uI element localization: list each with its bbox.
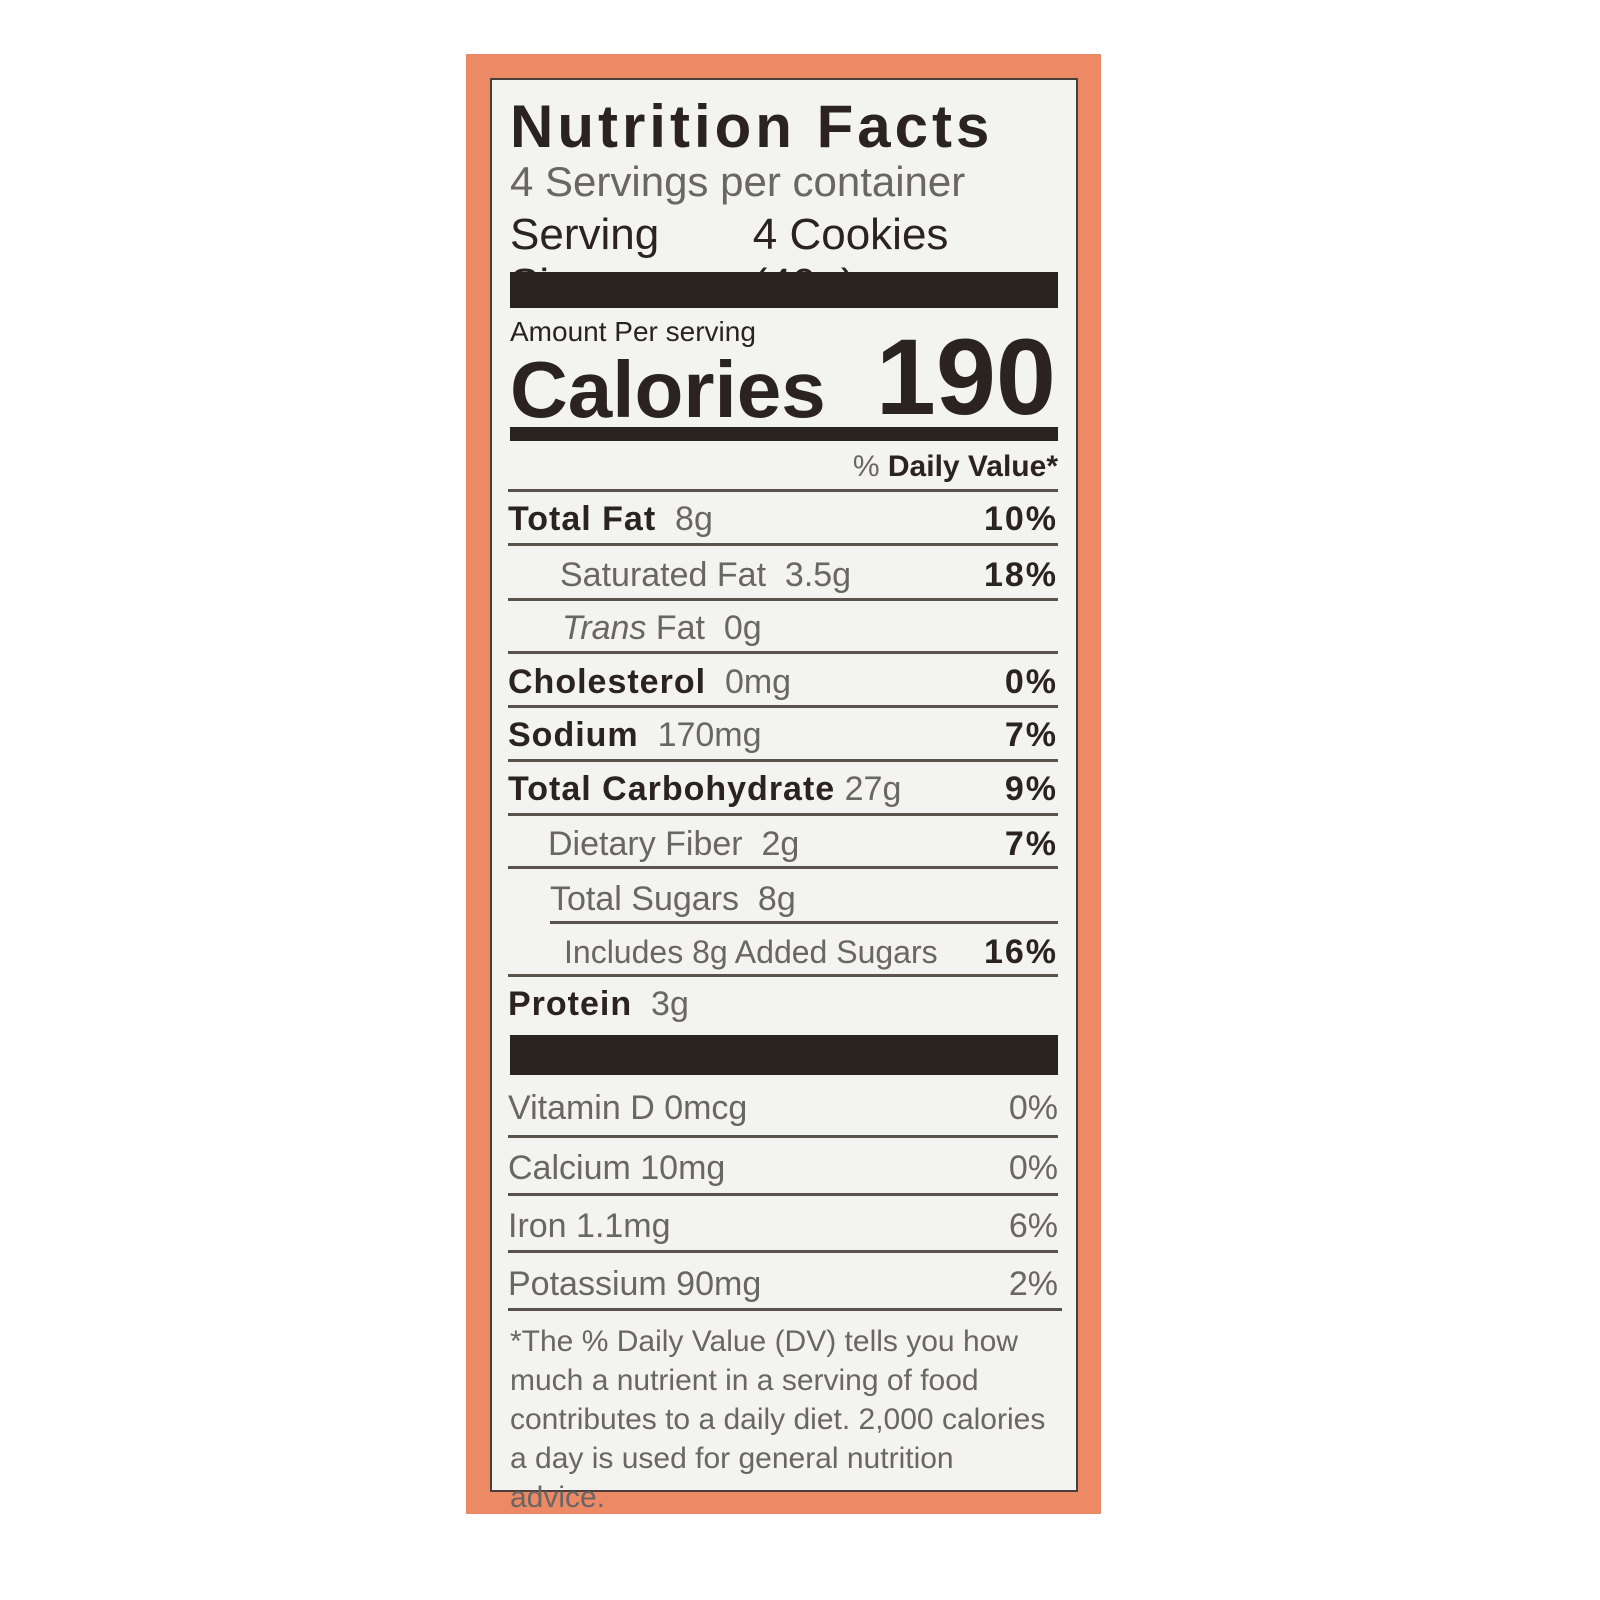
calories-label: Calories bbox=[510, 345, 826, 434]
vitamin-row-potassium: Potassium 90mg 2% bbox=[508, 1264, 1058, 1304]
vitamin-dv: 2% bbox=[1008, 1264, 1058, 1303]
nutrient-dv: 7% bbox=[1004, 824, 1058, 863]
divider bbox=[550, 921, 1058, 924]
vitamin-name: Vitamin D 0mcg bbox=[508, 1088, 748, 1127]
nutrient-name: Cholesterol bbox=[508, 662, 707, 701]
calories-value: 190 bbox=[875, 316, 1056, 437]
divider bbox=[508, 489, 1058, 492]
nutrient-dv: 0% bbox=[1004, 662, 1058, 701]
nutrient-amount: 8g bbox=[757, 879, 796, 918]
vitamin-name: Potassium 90mg bbox=[508, 1264, 762, 1303]
nutrient-dv: 18% bbox=[983, 555, 1058, 594]
vitamin-dv: 0% bbox=[1008, 1088, 1058, 1127]
divider bbox=[508, 1250, 1058, 1253]
nutrient-dv: 7% bbox=[1004, 715, 1058, 754]
divider bbox=[508, 543, 1058, 546]
medium-divider bbox=[510, 427, 1058, 441]
divider bbox=[508, 974, 1058, 977]
vitamin-name: Calcium 10mg bbox=[508, 1148, 726, 1187]
divider bbox=[508, 866, 1058, 869]
percent-sign: % bbox=[852, 450, 888, 483]
nutrient-name: Includes 8g Added Sugars bbox=[564, 933, 938, 970]
divider bbox=[508, 759, 1058, 762]
nutrient-amount: 0mg bbox=[724, 662, 792, 701]
amount-per-serving: Amount Per serving bbox=[510, 316, 756, 347]
nutrient-row-sodium: Sodium 170mg 7% bbox=[508, 715, 1058, 755]
servings-per-container: 4 Servings per container bbox=[510, 158, 966, 205]
nutrient-name: Saturated Fat bbox=[560, 555, 767, 594]
nutrient-dv: 10% bbox=[983, 499, 1058, 538]
footnote: *The % Daily Value (DV) tells you how mu… bbox=[510, 1325, 1046, 1514]
vitamin-row-calcium: Calcium 10mg 0% bbox=[508, 1148, 1058, 1188]
nutrient-name: Sodium bbox=[508, 715, 639, 754]
nutrient-row-total-sugars: Total Sugars 8g bbox=[508, 879, 1058, 919]
divider bbox=[508, 813, 1058, 816]
nutrient-row-trans-fat: Trans Fat 0g bbox=[508, 608, 1058, 648]
nutrient-name-italic: Trans bbox=[562, 608, 647, 647]
nutrient-amount: 8g bbox=[675, 499, 713, 538]
nutrient-name: Total Fat bbox=[508, 499, 657, 538]
nutrient-amount: 170mg bbox=[657, 715, 762, 754]
nutrient-amount: 3.5g bbox=[784, 555, 852, 594]
vitamin-row-iron: Iron 1.1mg 6% bbox=[508, 1206, 1058, 1246]
nutrient-row-added-sugars: Includes 8g Added Sugars 16% bbox=[508, 932, 1058, 972]
nutrient-name: Protein bbox=[508, 984, 633, 1023]
nutrition-panel bbox=[490, 78, 1078, 1492]
vitamin-dv: 6% bbox=[1008, 1206, 1058, 1245]
nutrient-row-cholesterol: Cholesterol 0mg 0% bbox=[508, 662, 1058, 702]
nutrient-amount: 2g bbox=[761, 824, 800, 863]
daily-value-text: Daily Value* bbox=[887, 450, 1058, 483]
nutrient-name: Dietary Fiber bbox=[548, 824, 743, 863]
nutrient-row-dietary-fiber: Dietary Fiber 2g 7% bbox=[508, 824, 1058, 864]
nutrient-dv: 9% bbox=[1004, 769, 1058, 808]
nutrient-row-total-fat: Total Fat 8g 10% bbox=[508, 499, 1058, 539]
vitamin-name: Iron 1.1mg bbox=[508, 1206, 671, 1245]
divider bbox=[508, 1193, 1058, 1196]
divider bbox=[508, 705, 1058, 708]
divider bbox=[508, 1135, 1058, 1138]
vitamin-dv: 0% bbox=[1008, 1148, 1058, 1187]
nutrient-amount: 3g bbox=[651, 984, 689, 1023]
nutrient-row-total-carbohydrate: Total Carbohydrate 27g 9% bbox=[508, 769, 1058, 809]
divider bbox=[508, 1308, 1062, 1311]
divider bbox=[508, 651, 1058, 654]
nutrient-dv: 16% bbox=[983, 932, 1058, 971]
nutrient-amount: 27g bbox=[844, 769, 902, 808]
nutrient-name: Fat bbox=[646, 608, 705, 647]
thick-divider bbox=[510, 1035, 1058, 1075]
label-title: Nutrition Facts bbox=[510, 93, 994, 160]
nutrient-row-saturated-fat: Saturated Fat 3.5g 18% bbox=[508, 555, 1058, 595]
vitamin-row-vitamin-d: Vitamin D 0mcg 0% bbox=[508, 1088, 1058, 1128]
nutrient-row-protein: Protein 3g bbox=[508, 984, 1058, 1024]
divider bbox=[508, 598, 1058, 601]
thick-divider bbox=[510, 272, 1058, 308]
nutrient-name: Total Carbohydrate bbox=[508, 769, 836, 808]
nutrient-name: Total Sugars bbox=[550, 879, 739, 918]
nutrient-amount: 0g bbox=[723, 608, 762, 647]
daily-value-header: % Daily Value* bbox=[853, 450, 1058, 484]
